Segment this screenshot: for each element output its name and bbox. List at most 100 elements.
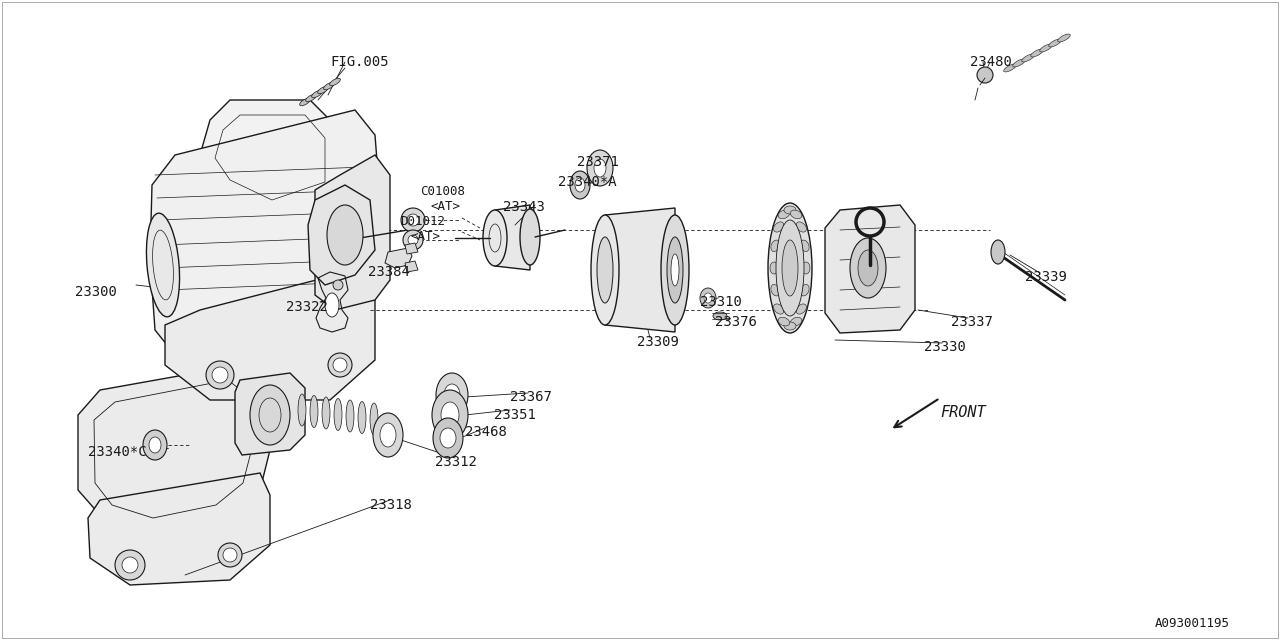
Ellipse shape (483, 210, 507, 266)
Ellipse shape (776, 220, 804, 316)
Text: <AT>: <AT> (430, 200, 460, 213)
Ellipse shape (408, 235, 419, 245)
Text: 23309: 23309 (637, 335, 678, 349)
Text: 23384: 23384 (369, 265, 410, 279)
Ellipse shape (403, 230, 422, 250)
Polygon shape (826, 205, 915, 333)
Text: 23312: 23312 (435, 455, 477, 469)
Text: 23340*A: 23340*A (558, 175, 617, 189)
Polygon shape (200, 100, 340, 215)
Text: C01008: C01008 (420, 185, 465, 198)
Ellipse shape (790, 210, 801, 219)
Ellipse shape (433, 390, 468, 440)
Text: 23351: 23351 (494, 408, 536, 422)
Ellipse shape (771, 262, 778, 274)
Text: 23330: 23330 (924, 340, 966, 354)
Ellipse shape (372, 413, 403, 457)
Ellipse shape (790, 317, 801, 326)
Text: 23339: 23339 (1025, 270, 1066, 284)
Ellipse shape (1048, 39, 1061, 47)
Polygon shape (236, 373, 305, 455)
Text: FRONT: FRONT (940, 405, 986, 420)
Polygon shape (88, 473, 270, 585)
Ellipse shape (325, 293, 339, 317)
Ellipse shape (370, 403, 378, 435)
Polygon shape (495, 205, 530, 270)
Ellipse shape (407, 214, 419, 226)
Text: 23340*C: 23340*C (88, 445, 147, 459)
Ellipse shape (436, 373, 468, 417)
Ellipse shape (596, 237, 613, 303)
Polygon shape (150, 110, 380, 355)
Ellipse shape (212, 367, 228, 383)
Ellipse shape (575, 178, 585, 192)
Ellipse shape (768, 203, 812, 333)
Ellipse shape (1021, 54, 1034, 62)
Ellipse shape (782, 240, 797, 296)
Ellipse shape (143, 430, 166, 460)
Ellipse shape (442, 402, 460, 428)
Ellipse shape (594, 159, 605, 177)
Ellipse shape (323, 397, 330, 429)
Ellipse shape (324, 83, 334, 90)
Ellipse shape (346, 400, 355, 432)
Ellipse shape (1004, 64, 1016, 72)
Ellipse shape (771, 240, 780, 252)
Ellipse shape (785, 206, 796, 214)
Ellipse shape (778, 317, 790, 326)
Ellipse shape (401, 208, 425, 232)
Ellipse shape (570, 171, 590, 199)
Ellipse shape (250, 385, 291, 445)
Ellipse shape (1039, 44, 1052, 52)
Text: 23310: 23310 (700, 295, 742, 309)
Text: 23322: 23322 (285, 300, 328, 314)
Text: 23300: 23300 (76, 285, 116, 299)
Ellipse shape (306, 94, 316, 102)
Ellipse shape (300, 99, 310, 106)
Ellipse shape (328, 353, 352, 377)
Polygon shape (165, 270, 375, 400)
Ellipse shape (1012, 59, 1025, 67)
Ellipse shape (1057, 34, 1070, 42)
Text: 23367: 23367 (509, 390, 552, 404)
Ellipse shape (298, 394, 306, 426)
Text: 23343: 23343 (503, 200, 545, 214)
Ellipse shape (785, 322, 796, 330)
Ellipse shape (671, 254, 678, 286)
Ellipse shape (310, 396, 317, 428)
Ellipse shape (333, 280, 343, 290)
Ellipse shape (218, 543, 242, 567)
Ellipse shape (311, 90, 323, 98)
Text: 23337: 23337 (951, 315, 993, 329)
Ellipse shape (858, 250, 878, 286)
Ellipse shape (588, 150, 613, 186)
Ellipse shape (444, 384, 460, 406)
Ellipse shape (667, 237, 684, 303)
Polygon shape (605, 208, 675, 332)
Ellipse shape (115, 550, 145, 580)
Ellipse shape (317, 86, 329, 93)
Ellipse shape (800, 284, 809, 296)
Text: FIG.005: FIG.005 (330, 55, 389, 69)
Ellipse shape (773, 222, 783, 232)
Ellipse shape (520, 209, 540, 265)
Polygon shape (385, 248, 412, 268)
Ellipse shape (991, 240, 1005, 264)
Text: 23480: 23480 (970, 55, 1012, 69)
Ellipse shape (796, 304, 806, 314)
Ellipse shape (146, 213, 179, 317)
Ellipse shape (591, 215, 620, 325)
Ellipse shape (440, 428, 456, 448)
Ellipse shape (803, 262, 810, 274)
Ellipse shape (380, 423, 396, 447)
Text: 23318: 23318 (370, 498, 412, 512)
Ellipse shape (1030, 49, 1043, 57)
Ellipse shape (330, 78, 340, 86)
Text: 23371: 23371 (577, 155, 618, 169)
Ellipse shape (713, 312, 727, 320)
Text: A093001195: A093001195 (1155, 617, 1230, 630)
Ellipse shape (148, 437, 161, 453)
Text: 23376: 23376 (716, 315, 756, 329)
Ellipse shape (773, 304, 783, 314)
Polygon shape (404, 261, 419, 272)
